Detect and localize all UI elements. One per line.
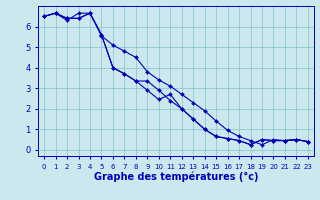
X-axis label: Graphe des températures (°c): Graphe des températures (°c) bbox=[94, 171, 258, 182]
